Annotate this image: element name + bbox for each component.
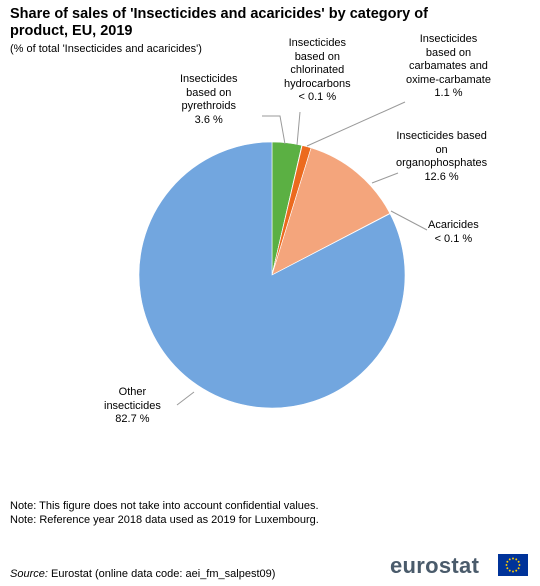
slice-label-chlorinated: Insecticides based on chlorinated hydroc… bbox=[284, 37, 351, 103]
note-luxembourg: Note: Reference year 2018 data used as 2… bbox=[10, 513, 319, 526]
source-line: Source: Eurostat (online data code: aei_… bbox=[10, 568, 275, 580]
eu-flag-star bbox=[518, 564, 521, 566]
slice-label-organophosphates: Insecticides based on organophosphates 1… bbox=[396, 130, 488, 183]
leader-line-chlorinated bbox=[296, 111, 301, 146]
leader-line-pyrethroids bbox=[262, 115, 286, 145]
leader-line-acaricides bbox=[390, 210, 428, 231]
slice-label-acaricides: Acaricides < 0.1 % bbox=[428, 219, 479, 245]
slice-label-pyrethroids: Insecticides based on pyrethroids 3.6 % bbox=[180, 73, 238, 126]
eu-flag-icon bbox=[498, 554, 528, 576]
eu-flag-star bbox=[515, 569, 518, 572]
chart-subtitle: (% of total 'Insecticides and acaricides… bbox=[10, 43, 202, 55]
slice-label-carbamates: Insecticides based on carbamates and oxi… bbox=[406, 33, 491, 99]
source-text: Eurostat (online data code: aei_fm_salpe… bbox=[50, 568, 276, 580]
leader-line-carbamates bbox=[306, 101, 406, 147]
chart-title: Share of sales of 'Insecticides and acar… bbox=[10, 6, 428, 39]
slice-label-other: Other insecticides 82.7 % bbox=[104, 386, 161, 425]
eu-flag-star bbox=[512, 557, 514, 560]
source-label: Source: bbox=[10, 568, 48, 580]
eu-flag-star bbox=[515, 558, 518, 561]
eurostat-wordmark: eurostat bbox=[390, 553, 480, 578]
eu-flag-star bbox=[517, 560, 520, 563]
note-confidential: Note: This figure does not take into acc… bbox=[10, 500, 319, 512]
eu-flag-star bbox=[512, 570, 514, 573]
pie-slice-5 bbox=[138, 141, 406, 409]
pie-slice-3 bbox=[271, 147, 391, 276]
eu-flag-star bbox=[505, 564, 508, 566]
eu-flag-star bbox=[508, 569, 511, 572]
eu-flag-star bbox=[508, 558, 511, 561]
leader-line-other bbox=[176, 391, 195, 406]
pie-chart bbox=[138, 101, 428, 409]
notes: Note: This figure does not take into acc… bbox=[10, 500, 350, 527]
eu-flag-star bbox=[506, 560, 509, 563]
eu-flag-star bbox=[506, 567, 509, 570]
eu-flag-star bbox=[517, 567, 520, 570]
leader-line-organophosphates bbox=[371, 172, 399, 184]
